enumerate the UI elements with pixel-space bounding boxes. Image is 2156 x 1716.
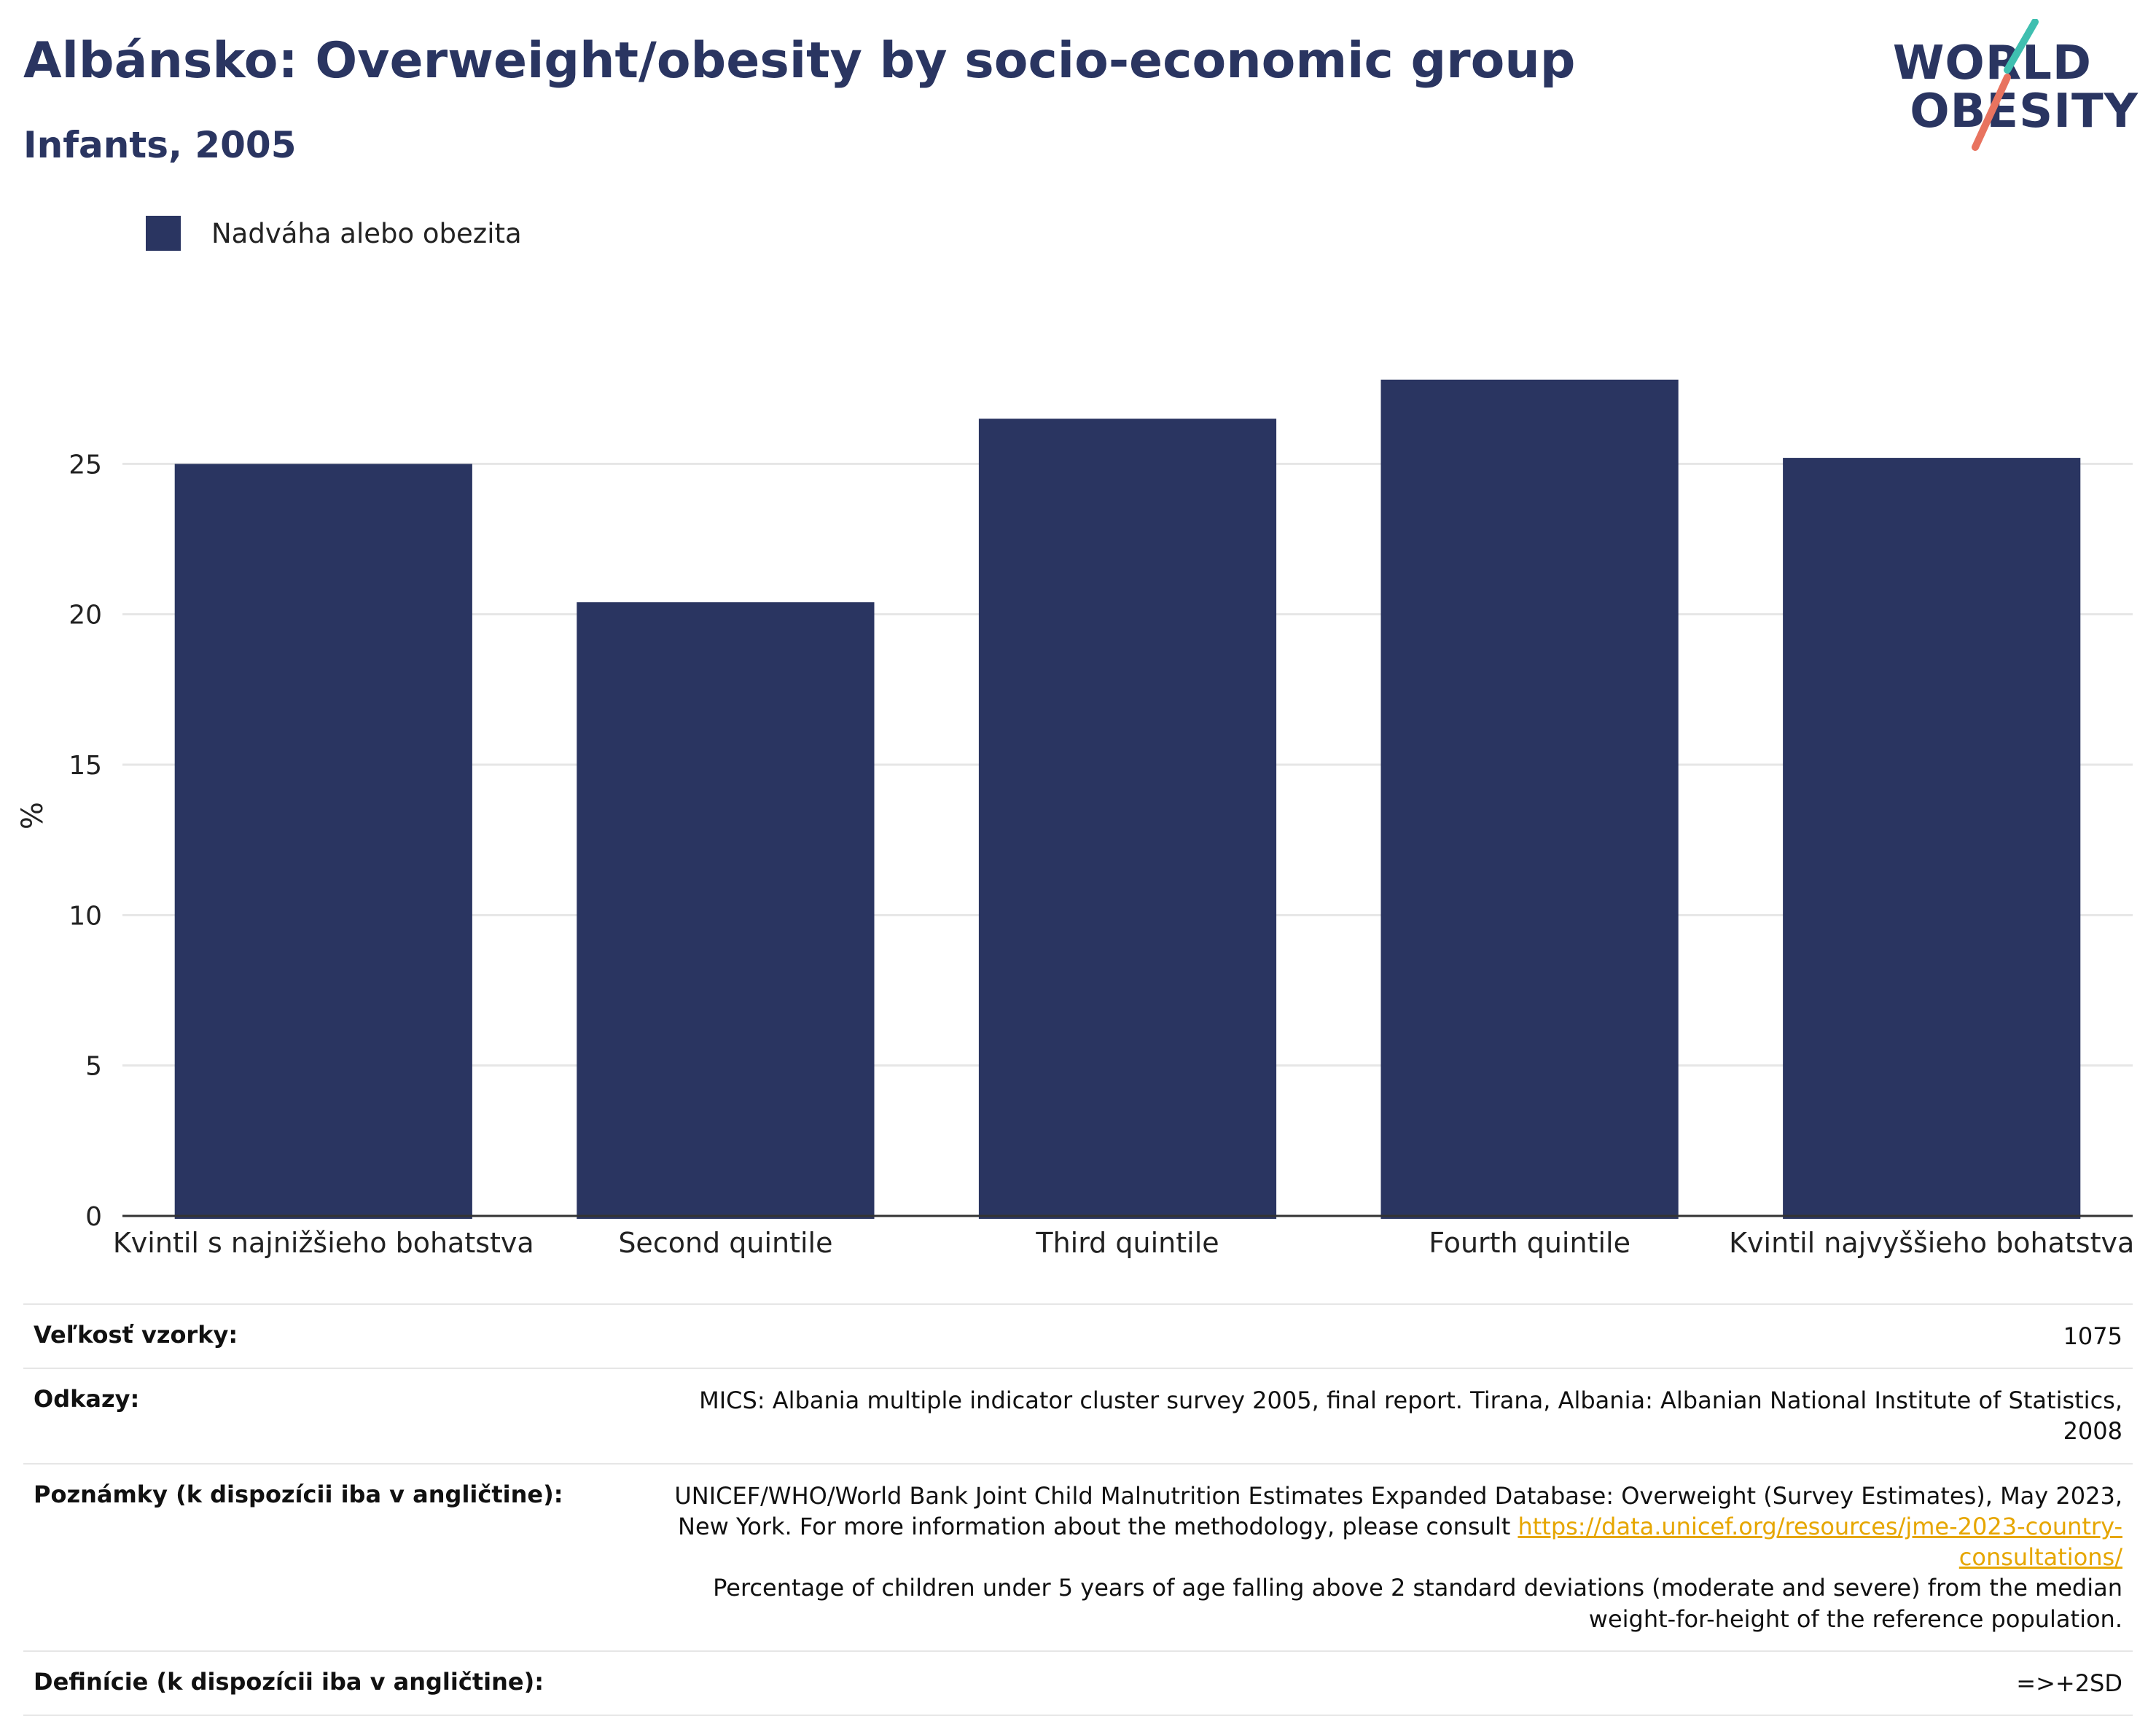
sample-size-value: 1075 <box>2063 1322 2122 1350</box>
definitions-value: =>+2SD <box>2016 1669 2122 1697</box>
bar <box>1380 379 1679 1220</box>
bar-chart: 0 5 10 15 20 25% Kvintil s najnižšieho bohatst… <box>16 379 2134 1259</box>
y-tick-label: 5 <box>85 1052 102 1082</box>
definitions-label: Definície (k dispozícii iba v angličtine… <box>34 1667 544 1696</box>
info-table: Veľkosť vzorky: 1075 Odkazy: MICS: Alban… <box>23 1303 2133 1716</box>
chart-subtitle: Infants, 2005 <box>23 124 297 166</box>
info-row-sample-size: Veľkosť vzorky: 1075 <box>23 1303 2133 1368</box>
notes-label: Poznámky (k dispozícii iba v angličtine)… <box>34 1480 563 1508</box>
chart-legend: Nadváha alebo obezita <box>146 216 522 251</box>
x-tick-label: Kvintil najvyššieho bohatstva <box>1729 1227 2134 1259</box>
y-tick-label: 15 <box>69 751 102 781</box>
x-tick-label: Fourth quintile <box>1429 1227 1630 1259</box>
bar <box>577 602 875 1219</box>
y-tick-label: 10 <box>69 901 102 931</box>
y-tick-label: 20 <box>69 601 102 631</box>
sample-size-label: Veľkosť vzorky: <box>34 1321 238 1349</box>
x-tick-label: Second quintile <box>618 1227 832 1259</box>
notes-text: UNICEF/WHO/World Bank Joint Child Malnut… <box>674 1481 2122 1540</box>
notes-value: UNICEF/WHO/World Bank Joint Child Malnut… <box>636 1481 2122 1634</box>
bar <box>174 464 472 1220</box>
bar <box>978 418 1277 1219</box>
logo-slash-icon <box>1972 19 2039 151</box>
y-axis-title: % <box>16 802 50 830</box>
bar <box>1783 458 2081 1219</box>
info-row-definitions: Definície (k dispozícii iba v angličtine… <box>23 1650 2133 1716</box>
world-obesity-logo: WORLD OBESITY <box>1893 19 2139 157</box>
info-row-notes: Poznámky (k dispozícii iba v angličtine)… <box>23 1462 2133 1650</box>
y-tick-label: 0 <box>85 1202 102 1232</box>
notes-definition-text: Percentage of children under 5 years of … <box>713 1574 2122 1633</box>
info-row-references: Odkazy: MICS: Albania multiple indicator… <box>23 1368 2133 1462</box>
logo-word-world: WORLD <box>1892 36 2092 90</box>
legend-label: Nadváha alebo obezita <box>211 217 522 249</box>
logo-word-obesity: OBESITY <box>1910 85 2139 139</box>
chart-title: Albánsko: Overweight/obesity by socio-ec… <box>23 32 1576 90</box>
methodology-link[interactable]: https://data.unicef.org/resources/jme-20… <box>1518 1512 2122 1572</box>
references-value: MICS: Albania multiple indicator cluster… <box>699 1387 2122 1446</box>
references-label: Odkazy: <box>34 1385 140 1413</box>
legend-swatch <box>146 216 181 251</box>
y-tick-label: 25 <box>69 450 102 480</box>
x-tick-label: Kvintil s najnižšieho bohatstva <box>113 1227 534 1259</box>
x-tick-label: Third quintile <box>1035 1227 1219 1259</box>
